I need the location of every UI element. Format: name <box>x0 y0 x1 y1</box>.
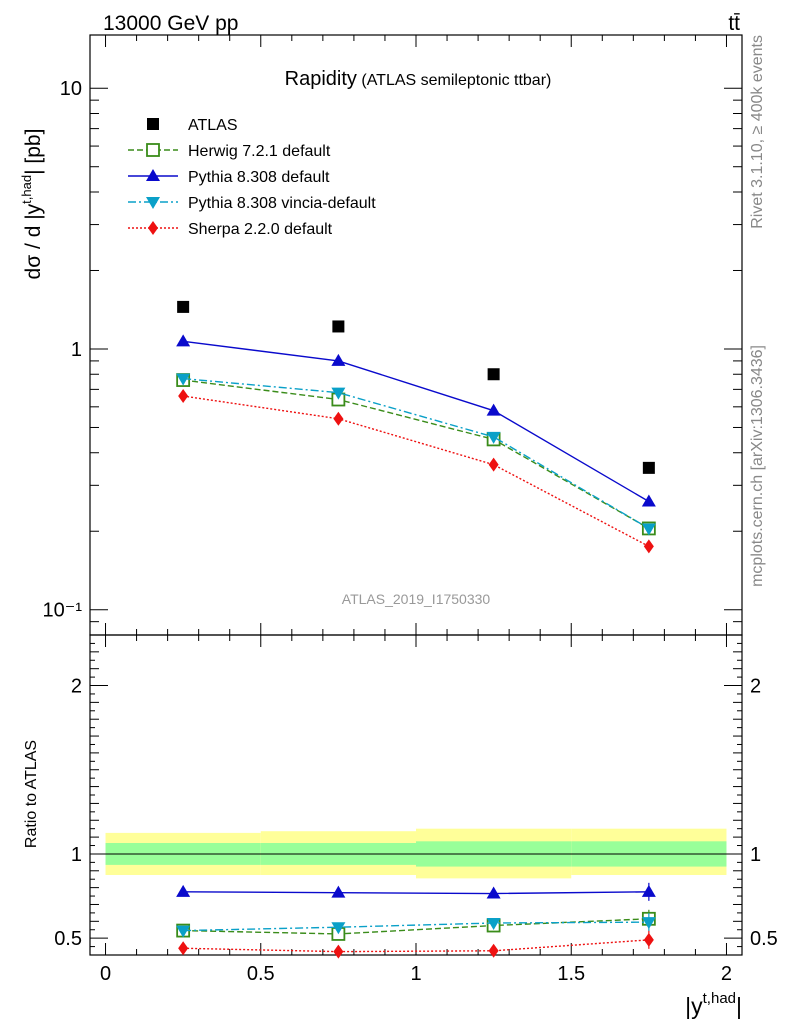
ratio-point-pythia-8-308-vincia-default <box>486 918 501 930</box>
ratio-point-pythia-8-308-vincia-default <box>641 917 656 930</box>
legend-marker <box>146 169 160 181</box>
data-point-pythia-8-308-vincia-default <box>176 373 191 386</box>
ratio-line-herwig-7-2-1-default <box>183 918 649 935</box>
main-y-axis-title: dσ / d |yt,had| [pb] <box>19 129 45 280</box>
ratio-point-sherpa-2-2-0-default <box>333 944 344 959</box>
data-point-pythia-8-308-default <box>486 403 501 416</box>
data-point-sherpa-2-2-0-default <box>178 389 189 404</box>
data-point-atlas <box>332 320 345 333</box>
data-point-atlas <box>487 368 500 381</box>
data-point-pythia-8-308-default <box>641 494 656 507</box>
ratio-y-axis-title: Ratio to ATLAS <box>23 740 40 848</box>
series-line-pythia-8-308-vincia-default <box>183 377 650 530</box>
ratio-point-pythia-8-308-default <box>331 885 346 898</box>
main-y-tick-label: 10⁻¹ <box>43 600 83 622</box>
legend-marker <box>146 197 160 209</box>
svg-text:Rapidity (ATLAS semilept: Rapidity (ATLAS semileptonic ttbar) <box>285 68 552 90</box>
legend-marker <box>147 118 159 130</box>
rivet-version-label: Rivet 3.1.10, ≥ 400k events <box>749 35 766 229</box>
series-line-herwig-7-2-1-default <box>183 379 650 530</box>
main-y-tick-label: 1 <box>71 339 82 361</box>
ratio-point-sherpa-2-2-0-default <box>488 943 499 958</box>
legend-label: Sherpa 2.2.0 default <box>188 221 333 238</box>
legend-marker <box>146 143 160 157</box>
ratio-point-pythia-8-308-default <box>641 884 656 897</box>
series-line-sherpa-2-2-0-default <box>183 395 650 547</box>
ratio-y-tick-label: 2 <box>71 676 82 698</box>
mcplots-label: mcplots.cern.ch [arXiv:1306.3436] <box>749 345 766 587</box>
header-ttbar-label: tt̄ <box>728 12 740 35</box>
ratio-point-pythia-8-308-vincia-default <box>331 922 346 935</box>
x-axis-title: |yt,had| <box>685 990 742 1019</box>
analysis-id-watermark: ATLAS_2019_I1750330 <box>342 591 491 607</box>
ratio-point-sherpa-2-2-0-default <box>178 941 189 956</box>
x-tick-label: 1.5 <box>557 963 585 985</box>
ratio-line-pythia-8-308-default <box>183 891 649 895</box>
ratio-y-tick-label-right: 2 <box>750 676 761 698</box>
legend-marker <box>148 221 158 235</box>
ratio-plot-frame <box>89 634 743 956</box>
svg-text:|yt,had|: |yt,had| <box>685 990 742 1019</box>
legend-label: Herwig 7.2.1 default <box>188 143 331 160</box>
svg-text:dσ / d |yt,had| [pb]: dσ / d |yt,had| [pb] <box>19 129 45 280</box>
plot-title: Rapidity (ATLAS semileptonic ttbar) <box>285 68 552 90</box>
plot-title-main: Rapidity <box>285 68 357 90</box>
data-point-pythia-8-308-default <box>176 334 191 347</box>
data-point-atlas <box>177 300 190 313</box>
ratio-line-sherpa-2-2-0-default <box>183 939 649 953</box>
data-point-sherpa-2-2-0-default <box>333 411 344 426</box>
ratio-y-tick-label: 0.5 <box>54 928 82 950</box>
data-point-pythia-8-308-vincia-default <box>486 431 501 444</box>
legend-item-sherpa-2-2-0-default: Sherpa 2.2.0 default <box>128 221 333 238</box>
legend-label: Pythia 8.308 vincia-default <box>188 195 376 212</box>
data-point-atlas <box>642 461 655 474</box>
main-y-tick-label: 10 <box>60 78 82 100</box>
data-point-sherpa-2-2-0-default <box>643 539 654 554</box>
data-point-pythia-8-308-default <box>331 353 346 366</box>
series-line-pythia-8-308-default <box>183 340 650 503</box>
legend-label: Pythia 8.308 default <box>188 169 330 186</box>
legend-label: ATLAS <box>188 117 238 134</box>
ratio-point-pythia-8-308-vincia-default <box>176 925 191 938</box>
x-tick-label: 2 <box>721 963 732 985</box>
ratio-line-pythia-8-308-vincia-default <box>183 921 649 932</box>
legend-item-herwig-7-2-1-default: Herwig 7.2.1 default <box>128 143 331 160</box>
plot-contents: 0 0.5 1 1.5 2 10 1 10⁻¹ 0.5 0.5 1 1 2 2 ATLAS Herwig 7.… <box>43 34 778 985</box>
ratio-point-pythia-8-308-default <box>176 884 191 897</box>
x-tick-label: 0.5 <box>247 963 275 985</box>
legend-item-atlas: ATLAS <box>147 117 238 134</box>
ratio-point-pythia-8-308-default <box>486 886 501 899</box>
ratio-y-tick-label-right: 1 <box>750 844 761 866</box>
x-tick-label: 0 <box>100 963 111 985</box>
data-point-sherpa-2-2-0-default <box>488 457 499 472</box>
plot-title-sub: (ATLAS semileptonic ttbar) <box>361 72 551 89</box>
legend-item-pythia-8-308-default: Pythia 8.308 default <box>128 169 330 186</box>
ratio-point-sherpa-2-2-0-default <box>643 932 654 947</box>
ratio-y-tick-label-right: 0.5 <box>750 928 778 950</box>
data-point-pythia-8-308-vincia-default <box>331 387 346 400</box>
x-tick-label: 1 <box>410 963 421 985</box>
data-point-pythia-8-308-vincia-default <box>641 523 656 536</box>
ratio-y-tick-label: 1 <box>71 844 82 866</box>
header-energy-label: 13000 GeV pp <box>103 12 238 35</box>
legend-item-pythia-8-308-vincia-default: Pythia 8.308 vincia-default <box>128 195 376 212</box>
legend: ATLAS Herwig 7.2.1 default Pythia 8.308 de… <box>128 117 376 238</box>
